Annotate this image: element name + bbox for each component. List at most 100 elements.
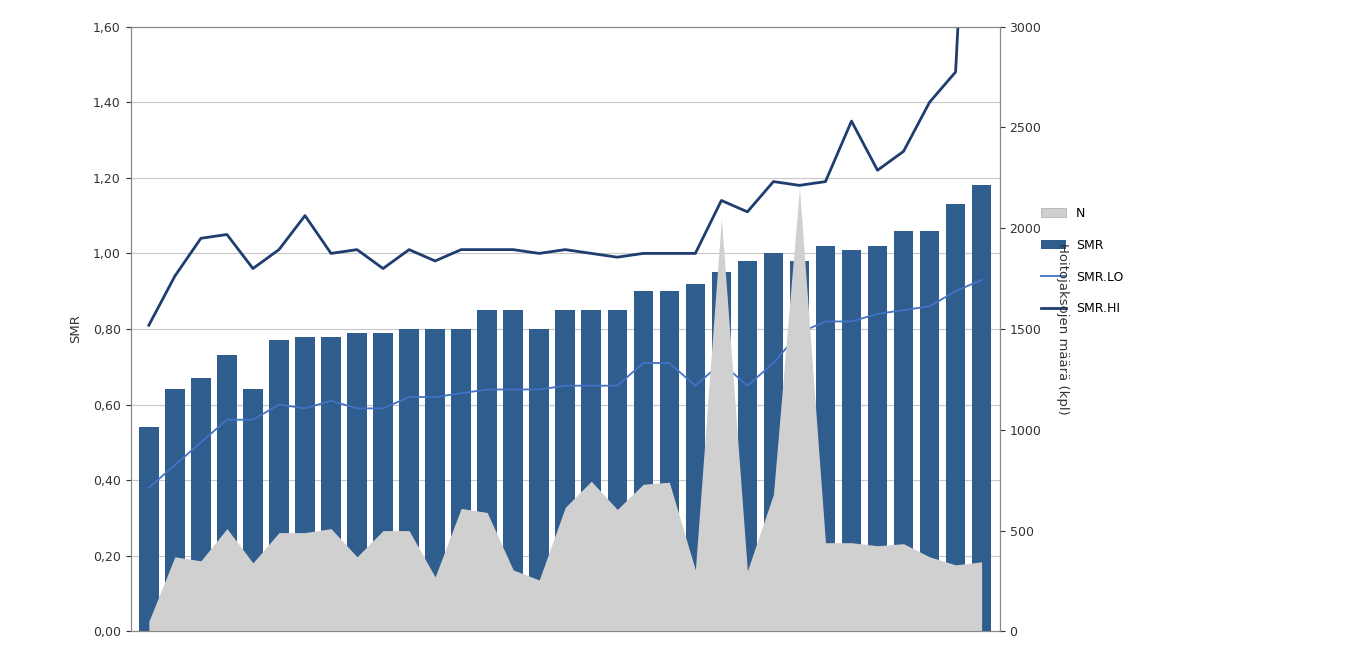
SMR.LO [974, 276, 990, 284]
SMR.HI [869, 167, 885, 175]
Bar [399, 329, 418, 631]
Bar [737, 261, 757, 631]
Bar [842, 250, 861, 631]
Y-axis label: SMR: SMR [69, 315, 82, 344]
SMR.HI [843, 117, 859, 125]
SMR.LO [557, 382, 573, 390]
SMR.HI [428, 257, 444, 265]
Bar [191, 378, 211, 631]
Bar [633, 292, 654, 631]
Bar [659, 292, 679, 631]
SMR.LO [245, 416, 261, 424]
SMR.LO [348, 405, 364, 412]
SMR.HI [141, 321, 157, 329]
Legend: N, SMR, SMR.LO, SMR.HI: N, SMR, SMR.LO, SMR.HI [1036, 202, 1128, 321]
Bar [581, 310, 601, 631]
Bar [894, 231, 913, 631]
SMR.LO [869, 310, 885, 318]
Bar [374, 332, 393, 631]
Bar [530, 329, 549, 631]
SMR.LO [896, 306, 912, 314]
SMR.HI [609, 253, 625, 261]
Bar [477, 310, 496, 631]
SMR.HI [192, 234, 208, 242]
SMR.LO [662, 359, 678, 367]
SMR.HI [531, 249, 547, 257]
SMR.HI [479, 246, 495, 254]
Bar [139, 427, 159, 631]
SMR.LO [740, 382, 756, 390]
SMR.HI [740, 208, 756, 215]
SMR.LO [192, 438, 208, 446]
SMR.HI [167, 272, 183, 280]
SMR.HI [557, 246, 573, 254]
SMR.HI [297, 212, 313, 219]
SMR.HI [947, 68, 963, 76]
SMR.HI [791, 181, 807, 189]
Bar [243, 389, 262, 631]
SMR.LO [635, 359, 651, 367]
Bar [425, 329, 445, 631]
SMR.LO [428, 393, 444, 401]
SMR.HI [506, 246, 522, 254]
SMR.LO [479, 385, 495, 393]
SMR.LO [167, 461, 183, 469]
SMR.LO [765, 359, 781, 367]
SMR.LO [141, 484, 157, 492]
Bar [321, 336, 340, 631]
Bar [712, 272, 732, 631]
Bar [868, 246, 888, 631]
SMR.HI [818, 178, 834, 186]
Bar [503, 310, 523, 631]
Y-axis label: Hoitojaksojen määrä (kpl): Hoitojaksojen määrä (kpl) [1056, 243, 1069, 415]
SMR.LO [297, 405, 313, 412]
Bar [686, 284, 705, 631]
SMR.HI [375, 264, 391, 272]
Bar [946, 204, 966, 631]
SMR.LO [453, 389, 469, 397]
Line: SMR.LO: SMR.LO [149, 280, 982, 488]
SMR.HI [662, 249, 678, 257]
Bar [269, 340, 289, 631]
SMR.LO [506, 385, 522, 393]
SMR.LO [375, 405, 391, 412]
SMR.HI [765, 178, 781, 186]
Bar [555, 310, 576, 631]
SMR.LO [609, 382, 625, 390]
Bar [815, 246, 835, 631]
SMR.HI [401, 246, 417, 254]
SMR.HI [348, 246, 364, 254]
SMR.HI [584, 249, 600, 257]
SMR.HI [713, 196, 729, 204]
SMR.LO [531, 385, 547, 393]
SMR.HI [245, 264, 261, 272]
SMR.LO [818, 317, 834, 325]
Bar [165, 389, 184, 631]
Bar [764, 253, 783, 631]
SMR.LO [921, 302, 937, 310]
Bar [347, 332, 367, 631]
SMR.LO [219, 416, 235, 424]
SMR.LO [687, 382, 703, 390]
SMR.LO [947, 288, 963, 295]
SMR.HI [219, 231, 235, 239]
SMR.LO [584, 382, 600, 390]
SMR.LO [843, 317, 859, 325]
SMR.HI [270, 246, 286, 254]
SMR.LO [323, 397, 339, 405]
Bar [452, 329, 471, 631]
SMR.HI [323, 249, 339, 257]
SMR.HI [896, 147, 912, 155]
SMR.LO [401, 393, 417, 401]
SMR.HI [635, 249, 651, 257]
Bar [920, 231, 939, 631]
Bar [217, 356, 237, 631]
SMR.LO [713, 359, 729, 367]
SMR.LO [791, 329, 807, 336]
Bar [790, 261, 810, 631]
SMR.LO [270, 401, 286, 408]
Bar [296, 336, 315, 631]
SMR.HI [453, 246, 469, 254]
SMR.HI [687, 249, 703, 257]
Bar [972, 185, 991, 631]
